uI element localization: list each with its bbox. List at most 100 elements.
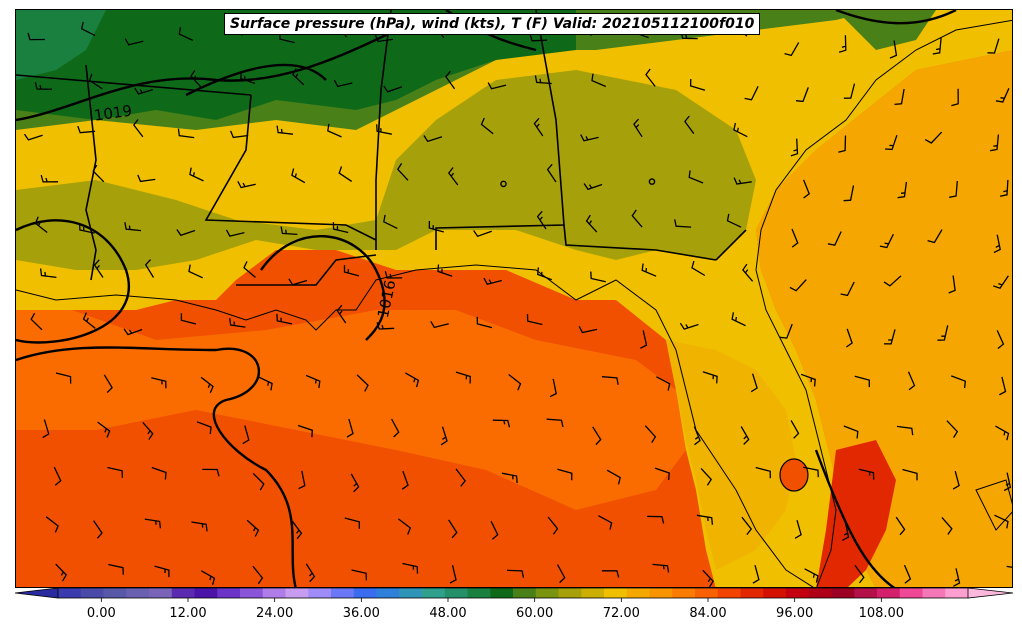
colorbar-swatch xyxy=(808,588,832,598)
colorbar-tick-label: 72.00 xyxy=(602,606,640,621)
wind-barb xyxy=(34,82,53,90)
colorbar-swatch xyxy=(444,588,468,598)
colorbar-swatch xyxy=(331,588,355,598)
wind-barb xyxy=(693,426,701,446)
wind-barb xyxy=(333,79,353,88)
wind-barb xyxy=(23,133,43,141)
wind-barb xyxy=(336,304,347,324)
wind-barb xyxy=(344,517,360,529)
wind-barb xyxy=(177,128,195,139)
wind-barb xyxy=(430,320,449,329)
wind-barb xyxy=(733,177,752,185)
wind-barb xyxy=(804,568,819,583)
wind-barb xyxy=(103,374,113,394)
wind-barb xyxy=(546,418,564,428)
colorbar-tick-label: 0.00 xyxy=(86,606,116,621)
wind-barb xyxy=(803,466,819,478)
colorbar-swatch xyxy=(353,588,377,598)
colorbar-swatch xyxy=(422,588,446,598)
wind-barb xyxy=(34,216,48,234)
wind-barb xyxy=(448,519,458,539)
wind-barb xyxy=(779,323,793,339)
wind-barb xyxy=(995,88,1010,103)
colorbar-swatch xyxy=(854,588,878,598)
colorbar-tick-label: 84.00 xyxy=(689,606,727,621)
wind-barb xyxy=(827,231,842,246)
wind-barb xyxy=(941,516,953,535)
wind-barb xyxy=(731,312,746,327)
wind-barb xyxy=(795,87,809,103)
wind-barb xyxy=(702,569,714,587)
wind-barb xyxy=(889,40,898,59)
wind-barb xyxy=(927,229,943,244)
wind-barb xyxy=(401,470,409,490)
wind-barb xyxy=(1006,565,1012,568)
wind-barb xyxy=(45,516,59,533)
colorbar-tick-label: 36.00 xyxy=(342,606,380,621)
wind-barb xyxy=(879,233,894,249)
wind-barb xyxy=(533,117,544,137)
wind-barb xyxy=(606,469,621,485)
wind-barb xyxy=(646,515,665,524)
wind-barb xyxy=(82,312,96,329)
wind-barb xyxy=(998,376,1007,396)
wind-barb xyxy=(591,73,607,88)
wind-barb xyxy=(755,466,771,479)
colorbar-swatch xyxy=(649,588,673,598)
wind-barb xyxy=(854,375,870,388)
colorbar-tick-label: 96.00 xyxy=(776,606,814,621)
wind-barb xyxy=(191,521,208,532)
land-field-66 xyxy=(16,70,756,270)
wind-barb xyxy=(840,281,855,297)
colorbar-swatch xyxy=(763,588,787,598)
wind-barb xyxy=(800,373,816,387)
wind-barb xyxy=(383,214,398,229)
wind-barb xyxy=(376,322,395,330)
wind-barb xyxy=(202,468,220,477)
wind-barb xyxy=(154,565,170,578)
wind-barb xyxy=(733,122,748,138)
wind-barb xyxy=(578,326,598,334)
wind-barb xyxy=(288,278,308,286)
colorbar-swatch xyxy=(217,588,241,598)
wind-barb xyxy=(740,426,750,445)
wind-barb xyxy=(802,179,810,199)
wind-barb xyxy=(641,263,657,277)
wind-barb xyxy=(124,38,144,46)
wind-barb xyxy=(455,468,466,487)
wind-barb xyxy=(993,234,1001,254)
wind-barb xyxy=(556,564,566,584)
wind-barb xyxy=(996,330,1005,350)
wind-barb xyxy=(508,373,522,391)
wind-barb xyxy=(332,222,349,234)
wind-barb xyxy=(190,69,202,88)
wind-barb xyxy=(741,516,753,535)
colorbar-swatch xyxy=(126,588,150,598)
wind-barb xyxy=(252,565,264,585)
florida-interior xyxy=(666,340,796,570)
wind-barb xyxy=(995,425,1010,441)
wind-barb xyxy=(549,378,557,398)
wind-barb xyxy=(907,371,916,391)
wind-barb xyxy=(77,125,96,134)
wind-barb xyxy=(902,468,918,481)
wind-barb xyxy=(585,214,598,233)
wind-barb xyxy=(846,328,853,348)
wind-barb xyxy=(895,516,906,536)
wind-barb xyxy=(656,376,671,391)
colorbar-frame xyxy=(57,587,969,599)
temperature-field-78 xyxy=(16,290,686,510)
wind-barb xyxy=(480,117,494,135)
wind-barb xyxy=(445,70,456,90)
wind-barb xyxy=(645,68,656,87)
wind-barb xyxy=(291,520,303,540)
colorbar-swatch xyxy=(786,588,810,598)
wind-barb xyxy=(854,564,865,584)
colorbar-swatch xyxy=(535,588,559,598)
colorbar-swatch xyxy=(626,588,650,598)
wind-barb xyxy=(598,515,613,530)
wind-barb xyxy=(487,82,507,90)
colorbar-swatch xyxy=(695,588,719,598)
colorbar-swatch xyxy=(922,588,946,598)
wind-barb xyxy=(784,42,800,57)
